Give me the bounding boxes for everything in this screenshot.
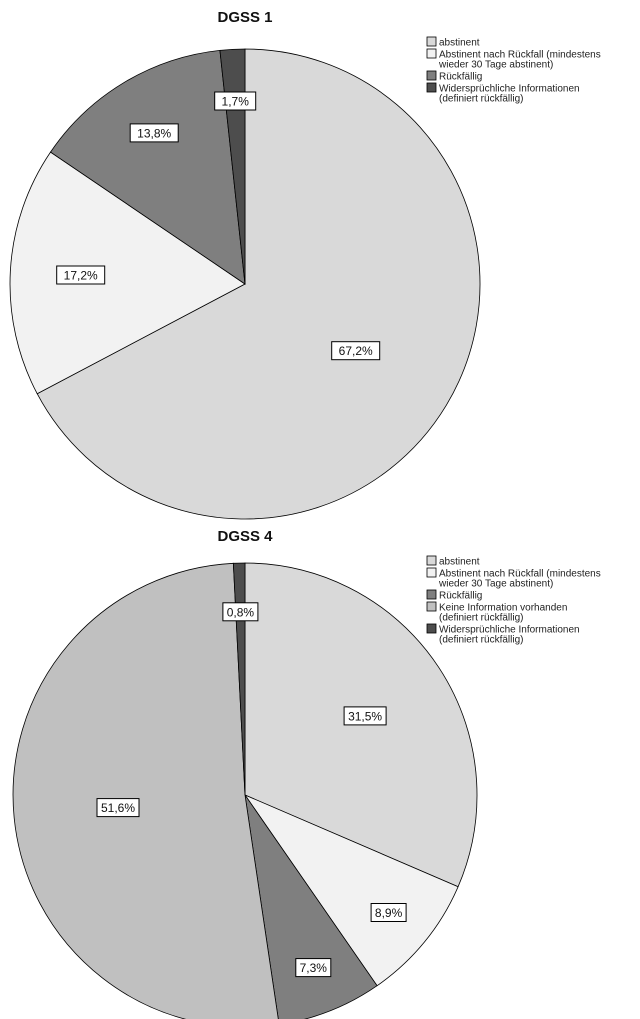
- legend-swatch: [426, 601, 437, 612]
- pie-slice: [9, 151, 246, 395]
- legend-label: abstinent: [439, 557, 480, 568]
- data-label: 7,3%: [300, 961, 328, 975]
- data-label: 67,2%: [339, 344, 373, 358]
- data-label-box: [129, 123, 179, 143]
- data-label: 31,5%: [348, 709, 382, 723]
- pie-chart-dgss-4: DGSS 4 31,5% 8,9% 7,3% 51,6% 0,8% abstinentA…: [12, 528, 601, 1019]
- legend-label: wieder 30 Tage abstinent): [438, 60, 553, 71]
- data-label-box: [56, 265, 106, 285]
- legend-swatch: [426, 623, 437, 634]
- data-label-box: [214, 91, 257, 111]
- legend-swatch: [426, 589, 437, 600]
- legend-swatch: [426, 48, 437, 59]
- pie-slices: [12, 562, 478, 1019]
- pie-slices: [9, 48, 481, 520]
- chart-title: DGSS 1: [217, 9, 272, 26]
- legend-swatch: [426, 70, 437, 81]
- legend-label: Widersprüchliche Informationen: [439, 84, 580, 95]
- pie-slice: [49, 49, 246, 285]
- legend-label: wieder 30 Tage abstinent): [438, 579, 553, 590]
- legend-label: Rückfällig: [439, 591, 482, 602]
- pie-chart-dgss-1: DGSS 1 67,2% 17,2% 13,8% 1,7% abstinentAbst…: [9, 9, 601, 520]
- legend-swatch: [426, 555, 437, 566]
- legend-label: Rückfällig: [439, 72, 482, 83]
- data-label: 8,9%: [375, 906, 403, 920]
- legend-label: abstinent: [439, 38, 480, 49]
- data-label-box: [370, 903, 407, 922]
- pie-slice: [244, 794, 378, 1019]
- data-label: 17,2%: [64, 269, 98, 283]
- data-label-box: [96, 798, 140, 818]
- data-labels: 31,5% 8,9% 7,3% 51,6% 0,8%: [96, 602, 407, 978]
- legend-swatch: [426, 36, 437, 47]
- legend-label: (definiert rückfällig): [439, 613, 523, 624]
- legend-label: Widersprüchliche Informationen: [439, 625, 580, 636]
- legend-swatch: [426, 567, 437, 578]
- data-label-box: [343, 706, 387, 726]
- legend-label: (definiert rückfällig): [439, 635, 523, 646]
- pie-slice: [12, 562, 279, 1019]
- legend-swatch: [426, 82, 437, 93]
- legend-label: Abstinent nach Rückfall (mindestens: [439, 50, 601, 61]
- data-label-box: [222, 602, 259, 622]
- data-label: 1,7%: [222, 95, 250, 109]
- data-label-box: [331, 341, 381, 361]
- pie-slice: [36, 48, 481, 520]
- legend-label: Abstinent nach Rückfall (mindestens: [439, 569, 601, 580]
- data-label: 51,6%: [101, 801, 135, 815]
- data-label: 0,8%: [227, 605, 255, 619]
- legend-label: Keine Information vorhanden: [439, 603, 567, 614]
- data-label-box: [295, 958, 332, 978]
- data-label: 13,8%: [137, 126, 171, 140]
- chart-title: DGSS 4: [217, 528, 273, 545]
- pie-slice: [243, 794, 459, 987]
- legend-label: (definiert rückfällig): [439, 94, 523, 105]
- data-labels: 67,2% 17,2% 13,8% 1,7%: [56, 91, 381, 361]
